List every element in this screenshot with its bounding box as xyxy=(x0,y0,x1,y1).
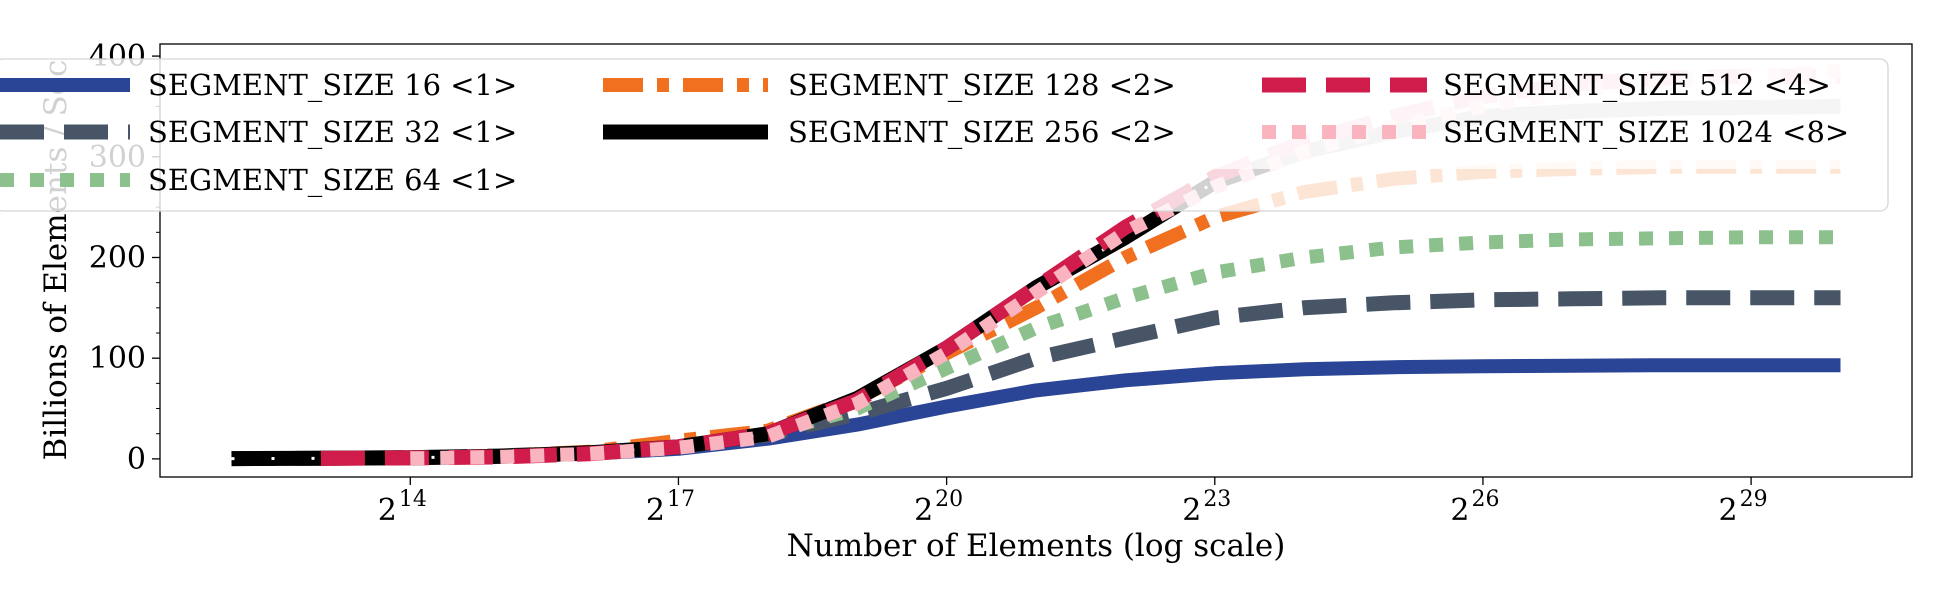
series-line-faded xyxy=(232,298,1841,459)
series-line xyxy=(231,358,1841,466)
legend-label: SEGMENT_SIZE 32 <1> xyxy=(148,115,517,150)
legend: SEGMENT_SIZE 16 <1> SEGMENT_SIZE 32 <1> SE… xyxy=(0,58,1889,212)
legend-label: SEGMENT_SIZE 16 <1> xyxy=(148,68,517,103)
series-line xyxy=(231,290,1841,467)
x-axis-label: Number of Elements (log scale) xyxy=(787,528,1286,564)
series-line-faded xyxy=(232,237,1841,458)
legend-label: SEGMENT_SIZE 64 <1> xyxy=(148,163,517,198)
x-tick-label: 223 xyxy=(1182,487,1231,528)
x-tick-label: 220 xyxy=(914,487,963,528)
legend-label: SEGMENT_SIZE 512 <4> xyxy=(1443,68,1831,103)
series-line xyxy=(231,230,1841,466)
plot-frame xyxy=(159,43,1913,478)
x-tick-label: 229 xyxy=(1719,487,1768,528)
series-line-faded xyxy=(232,365,1841,458)
x-axis-ticks: 214 217 220 223 226 229 xyxy=(378,477,1768,528)
legend-box xyxy=(0,58,1889,212)
y-tick-label: 200 xyxy=(89,240,146,275)
y-tick-label: 0 xyxy=(127,442,146,477)
x-tick-label: 226 xyxy=(1450,487,1499,528)
legend-label: SEGMENT_SIZE 256 <2> xyxy=(788,115,1176,150)
x-tick-label: 217 xyxy=(646,487,695,528)
legend-label: SEGMENT_SIZE 128 <2> xyxy=(788,68,1176,103)
x-tick-label: 214 xyxy=(378,487,427,528)
y-tick-label: 100 xyxy=(89,341,146,376)
legend-label: SEGMENT_SIZE 1024 <8> xyxy=(1443,115,1849,150)
